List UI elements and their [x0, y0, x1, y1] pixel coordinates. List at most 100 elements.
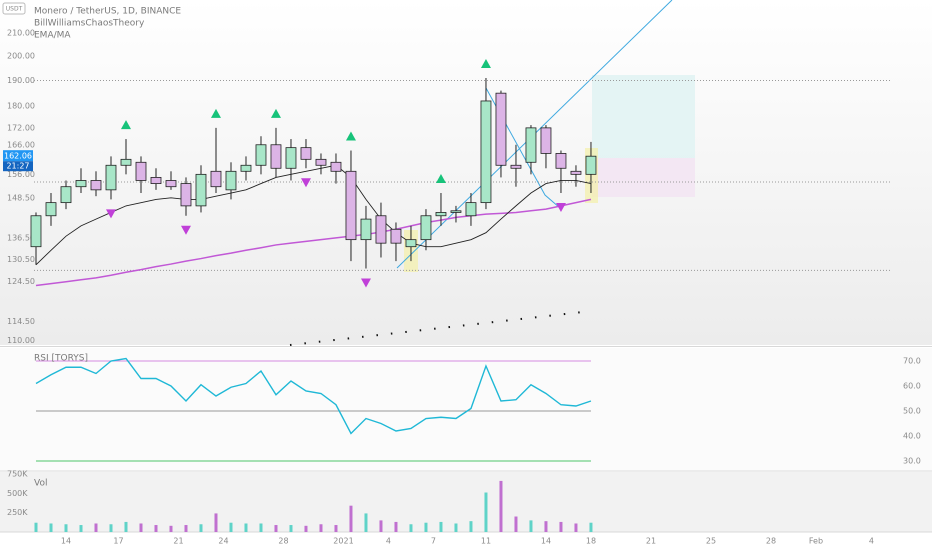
fractal-up	[270, 108, 281, 118]
candle-body	[555, 153, 567, 169]
candle-body	[285, 147, 297, 169]
candle-body	[90, 180, 102, 191]
volume-pane	[0, 472, 932, 532]
x-tick-label: 17	[113, 537, 123, 546]
y-tick-label: 172.00	[7, 123, 35, 132]
volume-bar	[169, 525, 173, 532]
y-tick-label: 50.0	[903, 407, 921, 416]
volume-bar	[439, 521, 443, 532]
x-tick-label: 11	[481, 537, 491, 546]
fractal-up	[480, 58, 491, 68]
candle-body	[570, 170, 582, 175]
volume-bar	[64, 524, 68, 532]
volume-bar	[79, 525, 83, 532]
candle-body	[585, 155, 597, 175]
y-tick-label: 124.50	[7, 277, 35, 286]
candle-body	[510, 164, 522, 169]
panel-title: Vol	[34, 479, 47, 489]
x-tick-label: 25	[706, 537, 716, 546]
fractal-down	[555, 203, 566, 213]
candle-body	[345, 170, 357, 241]
candle-body	[195, 173, 207, 207]
y-tick-label: 60.0	[903, 382, 921, 391]
stop-box	[592, 158, 695, 197]
indicator-label: EMA/MA	[34, 31, 71, 41]
y-tick-label: 200.00	[7, 52, 35, 61]
volume-bar	[34, 522, 38, 532]
volume-bar	[184, 525, 188, 532]
x-tick-label: 21	[173, 537, 183, 546]
volume-bar	[409, 524, 413, 532]
x-tick-label: 14	[61, 537, 71, 546]
candle-body	[45, 202, 57, 217]
candle-body	[225, 170, 237, 191]
x-tick-label: 2021	[333, 537, 353, 546]
candle-body	[330, 161, 342, 172]
candle-body	[525, 127, 537, 163]
x-tick-label: 18	[586, 537, 596, 546]
indicator-line	[35, 164, 592, 266]
candle-body	[300, 147, 312, 160]
panel-title: RSI [TORYS]	[34, 354, 88, 364]
y-tick-label: 190.00	[7, 76, 35, 85]
y-tick-label: 130.50	[7, 255, 35, 264]
currency: USDT	[6, 6, 23, 13]
volume-bar	[229, 522, 233, 532]
volume-bar	[574, 523, 578, 532]
fractal-down	[105, 209, 116, 219]
volume-bar	[139, 523, 143, 532]
candle-body	[405, 239, 417, 248]
volume-bar	[49, 523, 53, 532]
x-tick-label: 28	[278, 537, 288, 546]
volume-bar	[484, 492, 488, 532]
volume-bar	[304, 525, 308, 532]
x-tick-label: 24	[218, 537, 228, 546]
volume-bar	[349, 505, 353, 532]
candle-body	[60, 186, 72, 204]
indicator-label: BillWilliamsChaosTheory	[34, 19, 145, 29]
candle-body	[495, 92, 507, 166]
x-tick-label: 21	[646, 537, 656, 546]
volume-bar	[244, 523, 248, 532]
y-tick-label: 210.00	[7, 28, 35, 37]
candle-body	[150, 177, 162, 184]
candle-body	[180, 183, 192, 207]
candle-body	[30, 215, 42, 248]
candle-body	[450, 210, 462, 213]
candle-body	[120, 158, 132, 166]
x-tick-label: Feb	[809, 537, 823, 546]
candle-body	[360, 218, 372, 241]
volume-bar	[124, 521, 128, 532]
volume-bar	[559, 521, 563, 532]
indicator-line	[35, 198, 592, 287]
y-tick-label: 156.00	[7, 170, 35, 179]
candle-body	[465, 202, 477, 217]
last-price-box	[3, 150, 33, 162]
volume-bar	[274, 525, 278, 532]
candle-body	[270, 144, 282, 169]
rsi-pane	[0, 348, 932, 470]
volume-bar	[589, 522, 593, 532]
plot: 14 17 21 24 28 2021 4 7 11 14 18 21 25 28 Feb 4 210.00 20…	[7, 28, 921, 545]
volume-bar	[514, 516, 518, 532]
volume-bar	[334, 525, 338, 532]
candle-body	[105, 164, 117, 191]
volume-bar	[214, 513, 218, 532]
candle-body	[210, 170, 222, 188]
x-tick-label: 28	[766, 537, 776, 546]
volume-bar	[289, 525, 293, 532]
candle-body	[135, 161, 147, 181]
y-tick-label: 110.00	[7, 336, 35, 345]
y-tick-label: 166.00	[7, 140, 35, 149]
y-tick-label: 70.0	[903, 357, 921, 366]
y-tick-label: 250K	[7, 508, 28, 517]
fractal-down	[360, 278, 371, 288]
candle-body	[420, 215, 432, 241]
price-pane	[0, 0, 932, 345]
target-box	[592, 75, 695, 158]
candle-body	[315, 158, 327, 166]
candle-body	[540, 127, 552, 154]
y-tick-label: 40.0	[903, 432, 921, 441]
candle-body	[255, 144, 267, 166]
